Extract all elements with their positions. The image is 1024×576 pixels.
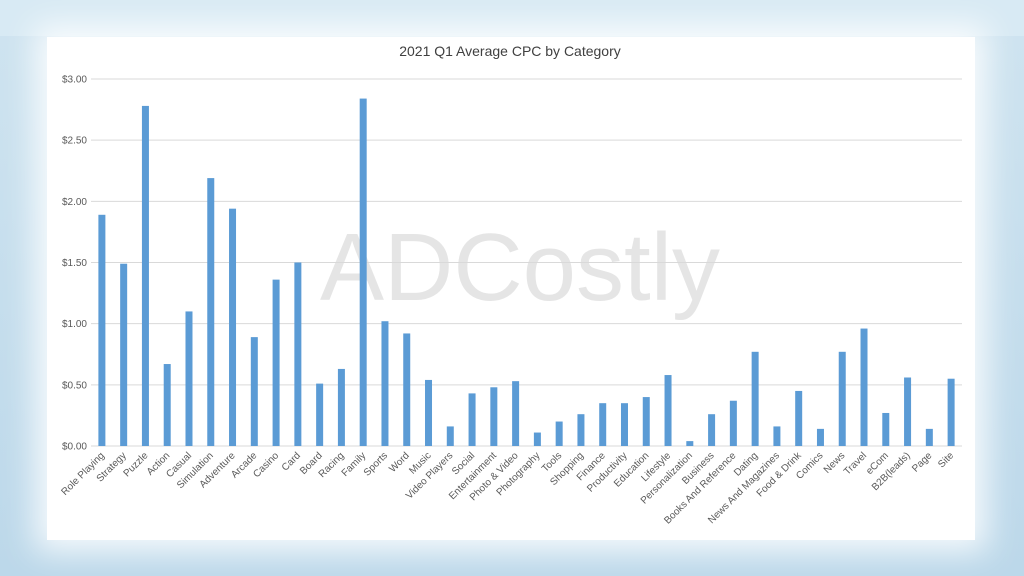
chart-panel [47,37,975,540]
bar [686,441,694,446]
bar [381,321,389,446]
chart-title: 2021 Q1 Average CPC by Category [399,43,621,59]
x-tick-label: Sports [362,450,390,478]
bar [250,337,258,446]
bar [816,428,824,446]
y-tick-label: $0.50 [62,380,87,391]
bar [163,364,171,446]
bar [729,400,737,446]
x-tick-label: Family [340,450,369,479]
x-tick-label: Page [910,450,935,475]
y-tick-label: $2.00 [62,197,87,208]
bar [925,428,933,446]
bar [555,421,563,446]
bar [642,397,650,446]
bar [664,375,672,446]
bar [947,378,955,446]
x-tick-label: Site [936,450,956,470]
x-tick-label: Puzzle [122,450,151,479]
bar [599,403,607,446]
bar [773,426,781,446]
bar [272,279,280,446]
bar [860,328,868,446]
bar [708,414,716,446]
bar [620,403,628,446]
bar [838,351,846,446]
bar [359,98,367,446]
bar [120,263,128,446]
bar [294,262,302,446]
bar [98,214,106,446]
bar [795,390,803,446]
bar [141,105,149,446]
bar [490,387,498,446]
bar [468,393,476,446]
watermark: ADCostly [320,214,720,321]
y-tick-label: $3.00 [62,75,87,86]
bar [533,432,541,446]
bar [577,414,585,446]
bar [337,368,345,446]
bar [751,351,759,446]
x-tick-label: Casino [251,450,281,480]
bar [229,208,237,446]
y-tick-label: $2.50 [62,136,87,147]
bar [446,426,454,446]
x-tick-label: Word [387,450,412,475]
bar [904,377,912,446]
bar [185,311,193,446]
x-tick-label: Travel [842,450,869,477]
y-tick-label: $0.00 [62,442,87,453]
bar [512,381,520,446]
top-strip [0,0,1024,36]
bar [403,333,411,446]
y-tick-label: $1.50 [62,258,87,269]
bar [316,383,324,446]
bar [425,379,433,446]
bar [207,178,215,446]
bar [882,412,890,446]
y-tick-label: $1.00 [62,319,87,330]
